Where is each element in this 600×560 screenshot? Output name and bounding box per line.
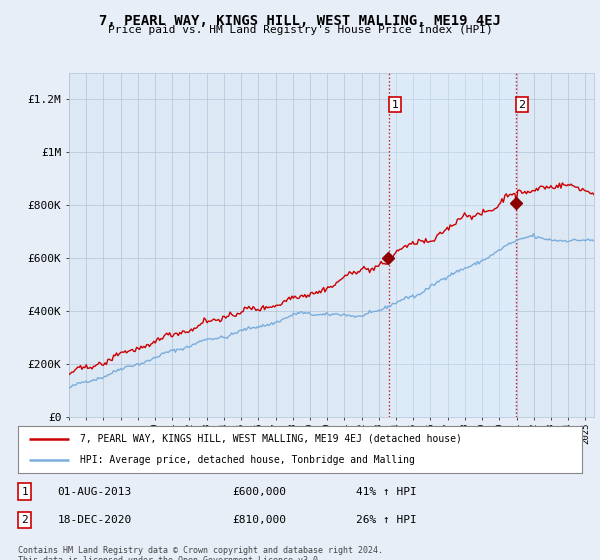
Text: £810,000: £810,000 [232,515,286,525]
Bar [389,73,516,417]
Text: 7, PEARL WAY, KINGS HILL, WEST MALLING, ME19 4EJ (detached house): 7, PEARL WAY, KINGS HILL, WEST MALLING, … [80,434,462,444]
Text: £600,000: £600,000 [232,487,286,497]
Text: 7, PEARL WAY, KINGS HILL, WEST MALLING, ME19 4EJ: 7, PEARL WAY, KINGS HILL, WEST MALLING, … [99,14,501,28]
Text: Contains HM Land Registry data © Crown copyright and database right 2024.
This d: Contains HM Land Registry data © Crown c… [18,546,383,560]
Text: 41% ↑ HPI: 41% ↑ HPI [356,487,417,497]
Text: Price paid vs. HM Land Registry's House Price Index (HPI): Price paid vs. HM Land Registry's House … [107,25,493,35]
Text: 18-DEC-2020: 18-DEC-2020 [58,515,132,525]
Text: 2: 2 [518,100,526,110]
Text: 1: 1 [22,487,28,497]
Text: 01-AUG-2013: 01-AUG-2013 [58,487,132,497]
Text: 26% ↑ HPI: 26% ↑ HPI [356,515,417,525]
Text: HPI: Average price, detached house, Tonbridge and Malling: HPI: Average price, detached house, Tonb… [80,455,415,465]
Text: 2: 2 [22,515,28,525]
Text: 1: 1 [391,100,398,110]
